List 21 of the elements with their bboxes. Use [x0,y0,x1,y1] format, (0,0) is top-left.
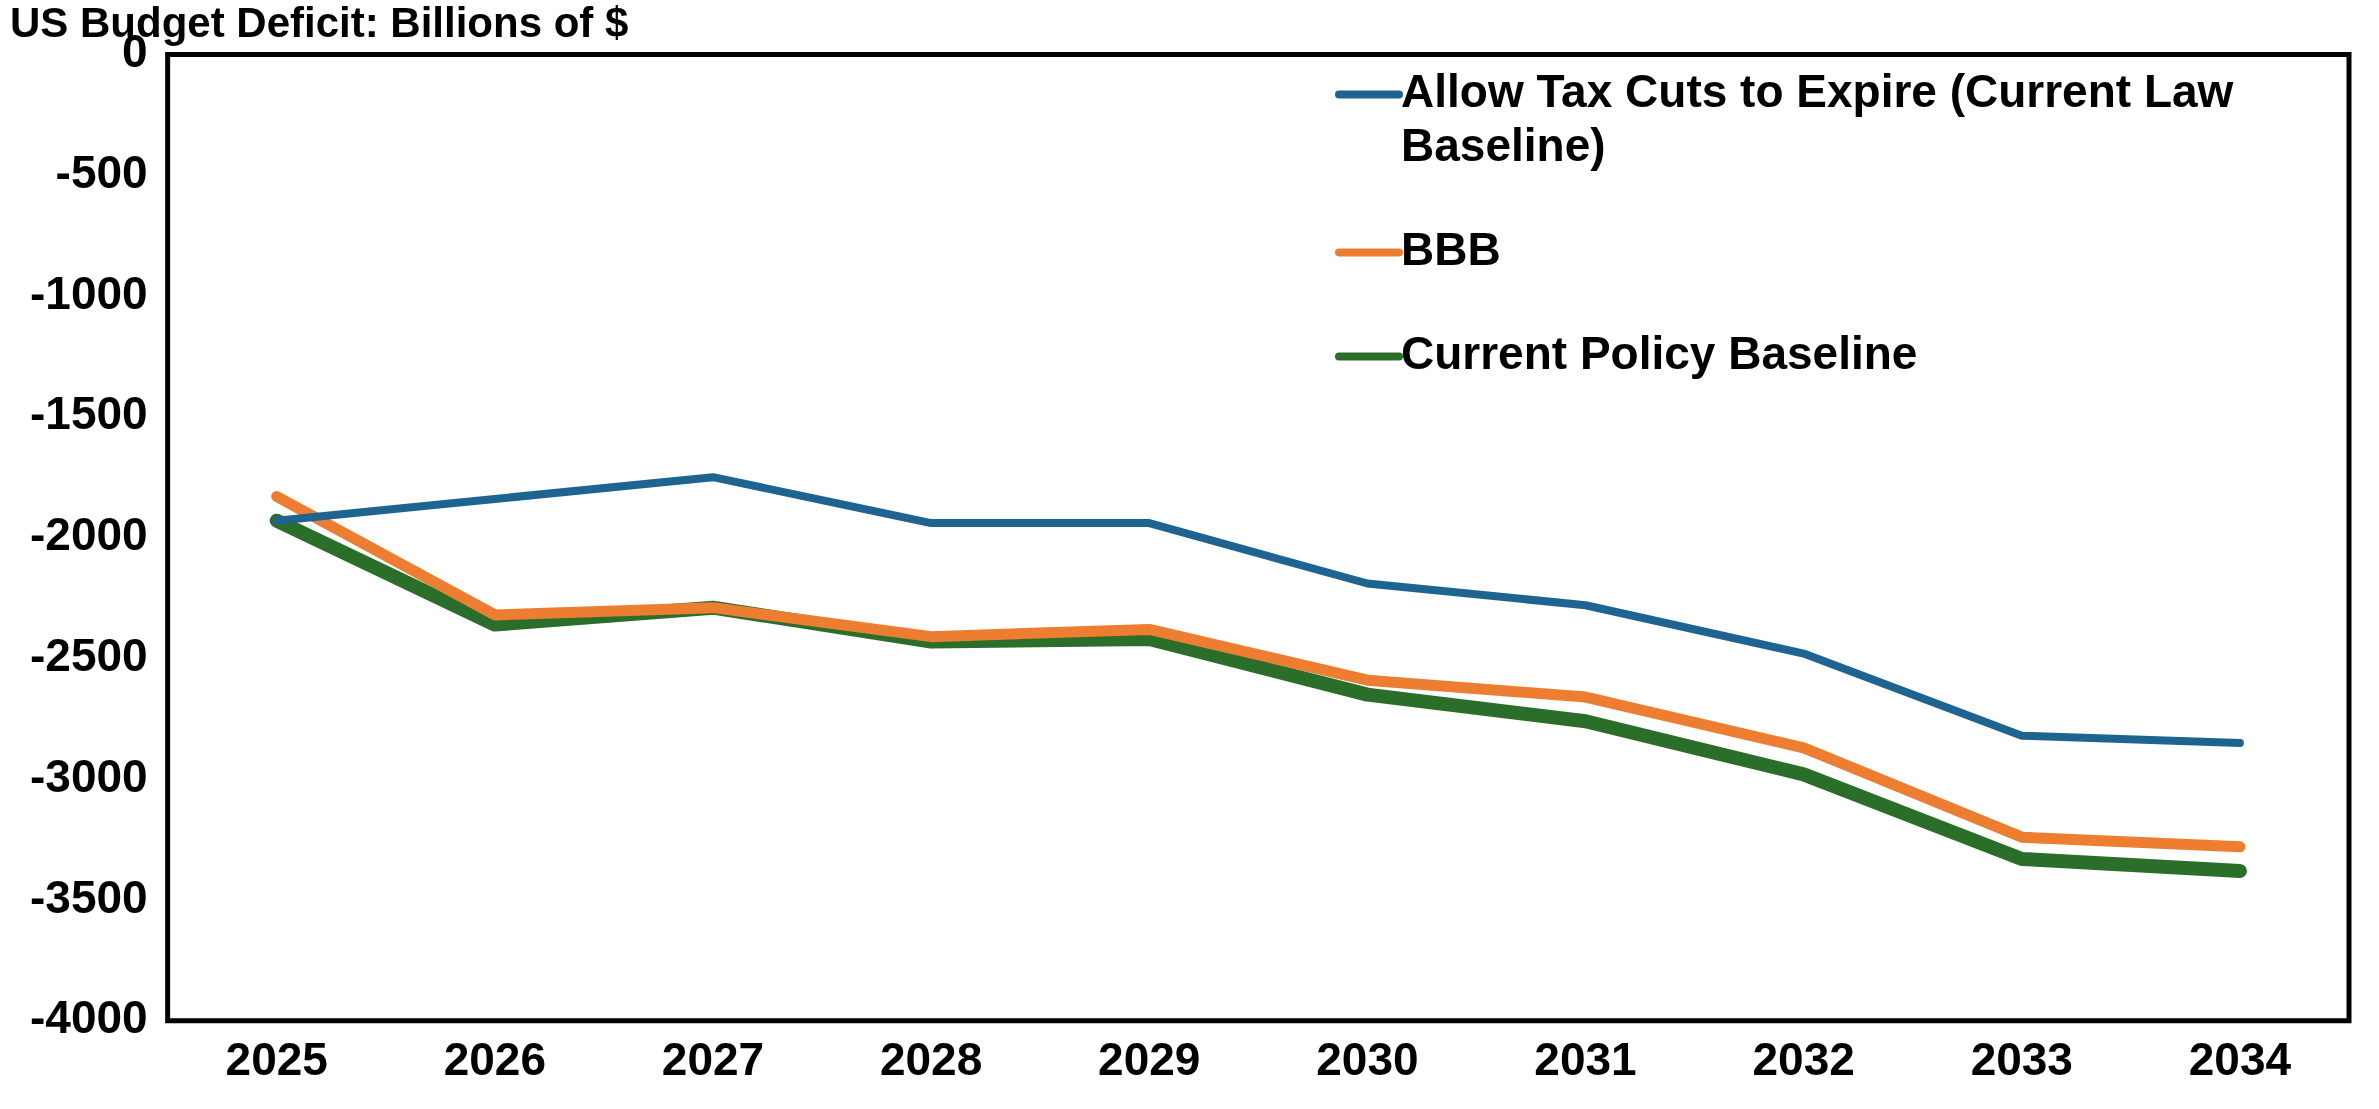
y-tick-label: -4000 [29,991,148,1044]
x-tick-label: 2033 [1970,1033,2073,1086]
x-tick-label: 2032 [1752,1033,1855,1086]
x-tick-label: 2028 [879,1033,983,1086]
x-tick-label: 2031 [1534,1033,1637,1086]
x-tick-label: 2025 [225,1033,328,1086]
legend-label: Allow Tax Cuts to Expire (Current Law Baseline) [1401,65,2234,172]
y-tick-label: -1000 [29,266,148,319]
y-tick-label: -3500 [29,870,148,923]
y-tick-label: -3000 [29,749,148,802]
y-tick-label: -2500 [29,629,148,682]
x-tick-label: 2034 [2188,1033,2292,1086]
x-tick-label: 2026 [443,1033,547,1086]
x-tick-label: 2027 [661,1033,765,1086]
x-tick-label: 2030 [1316,1033,1419,1086]
x-tick-label: 2029 [1098,1033,1201,1086]
y-tick-label: -2000 [29,508,148,561]
y-tick-label: -500 [55,145,148,198]
legend-label: BBB [1401,223,1501,276]
y-tick-label: -1500 [29,387,148,440]
legend-label: Current Policy Baseline [1401,327,1918,380]
